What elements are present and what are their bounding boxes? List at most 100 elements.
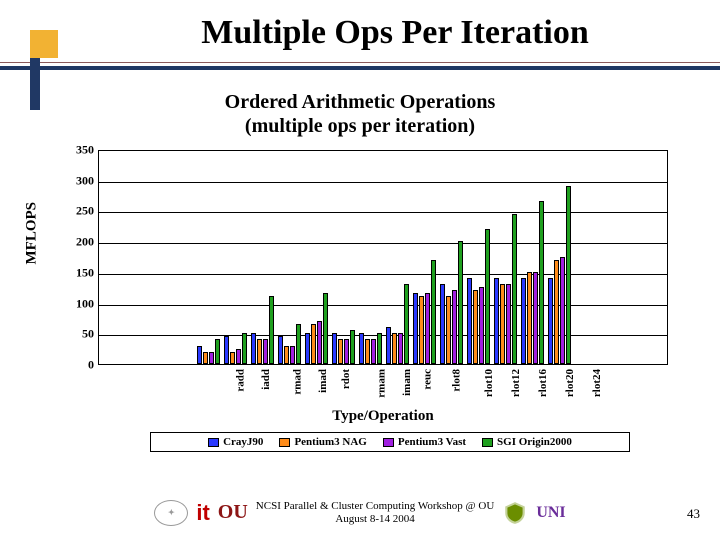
legend-label: SGI Origin2000 [497, 436, 572, 448]
bar [533, 272, 538, 364]
bar [425, 293, 430, 364]
bar [338, 339, 343, 364]
bar [203, 352, 208, 364]
x-tick-label: rlot10 [483, 369, 495, 397]
bar-group [413, 260, 436, 364]
bar [296, 324, 301, 364]
bar [404, 284, 409, 364]
x-tick-label: rlot20 [564, 369, 576, 397]
bar [197, 346, 202, 364]
legend-item: Pentium3 Vast [383, 436, 466, 448]
x-tick-label: rmam [375, 369, 387, 398]
y-tick-label: 0 [56, 358, 94, 373]
gridline [99, 182, 667, 183]
bar-group [494, 214, 517, 365]
bar-group [332, 330, 355, 364]
chart-title-line2: (multiple ops per iteration) [245, 115, 475, 137]
logo-uni-icon: UNI [536, 504, 565, 522]
bar [386, 327, 391, 364]
bar [263, 339, 268, 364]
bar-group [548, 186, 571, 364]
bar [236, 349, 241, 364]
x-tick-label: rlot12 [510, 369, 522, 397]
bar-group [386, 284, 409, 364]
legend-item: CrayJ90 [208, 436, 263, 448]
gridline [99, 243, 667, 244]
bar [230, 352, 235, 364]
bar [479, 287, 484, 364]
bar [242, 333, 247, 364]
x-tick-label: imad [316, 369, 328, 393]
y-tick-label: 250 [56, 204, 94, 219]
footer-line2: August 8-14 2004 [335, 513, 414, 525]
bar [467, 278, 472, 364]
logo-ou-icon: OU [218, 501, 248, 524]
logo-shield-icon [502, 500, 528, 526]
page-number: 43 [687, 506, 700, 522]
bar-group [521, 201, 544, 364]
legend-item: Pentium3 NAG [279, 436, 366, 448]
bar-group [305, 293, 328, 364]
gridline [99, 335, 667, 336]
bar [215, 339, 220, 364]
chart-title-line1: Ordered Arithmetic Operations [225, 91, 496, 113]
bar-group [251, 296, 274, 364]
bar-group [440, 241, 463, 364]
x-tick-label: reuc [421, 369, 433, 390]
bar [323, 293, 328, 364]
header-thin-line [0, 62, 720, 63]
bar [539, 201, 544, 364]
bar [500, 284, 505, 364]
corner-square [30, 30, 58, 58]
gridline [99, 212, 667, 213]
legend-label: CrayJ90 [223, 436, 263, 448]
bar [365, 339, 370, 364]
x-tick-label: rlot24 [591, 369, 603, 397]
x-axis-label: Type/Operation [98, 408, 668, 425]
x-tick-label: rlot16 [537, 369, 549, 397]
bar-group [359, 333, 382, 364]
legend-swatch [383, 438, 394, 447]
bar [521, 278, 526, 364]
y-tick-label: 350 [56, 143, 94, 158]
bar [452, 290, 457, 364]
bar [398, 333, 403, 364]
bar-group [197, 339, 220, 364]
bar-group [467, 229, 490, 364]
legend-label: Pentium3 Vast [398, 436, 466, 448]
bar [344, 339, 349, 364]
bar [284, 346, 289, 364]
bar [527, 272, 532, 364]
bar [560, 257, 565, 365]
legend-item: SGI Origin2000 [482, 436, 572, 448]
slide-title: Multiple Ops Per Iteration [90, 14, 700, 52]
header-thick-line [0, 66, 720, 70]
x-tick-label: rdot [340, 369, 352, 389]
bar [512, 214, 517, 365]
bar [251, 333, 256, 364]
bar [548, 278, 553, 364]
bar [305, 333, 310, 364]
bar [440, 284, 445, 364]
y-tick-label: 150 [56, 265, 94, 280]
logo-generic-icon: ✦ [154, 500, 188, 526]
bar [311, 324, 316, 364]
plot-area [98, 150, 668, 365]
bar [446, 296, 451, 364]
y-tick-label: 50 [56, 327, 94, 342]
y-axis-label: MFLOPS [24, 202, 41, 265]
bar [377, 333, 382, 364]
bar [431, 260, 436, 364]
bar [257, 339, 262, 364]
bar [485, 229, 490, 364]
bar [371, 339, 376, 364]
bar [554, 260, 559, 364]
legend-swatch [208, 438, 219, 447]
chart: Ordered Arithmetic Operations (multiple … [20, 90, 700, 450]
x-tick-label: radd [234, 369, 246, 392]
y-tick-label: 200 [56, 235, 94, 250]
bar [224, 336, 229, 364]
chart-title: Ordered Arithmetic Operations (multiple … [20, 90, 700, 138]
bar [290, 346, 295, 364]
x-tick-label: iadd [259, 369, 271, 390]
